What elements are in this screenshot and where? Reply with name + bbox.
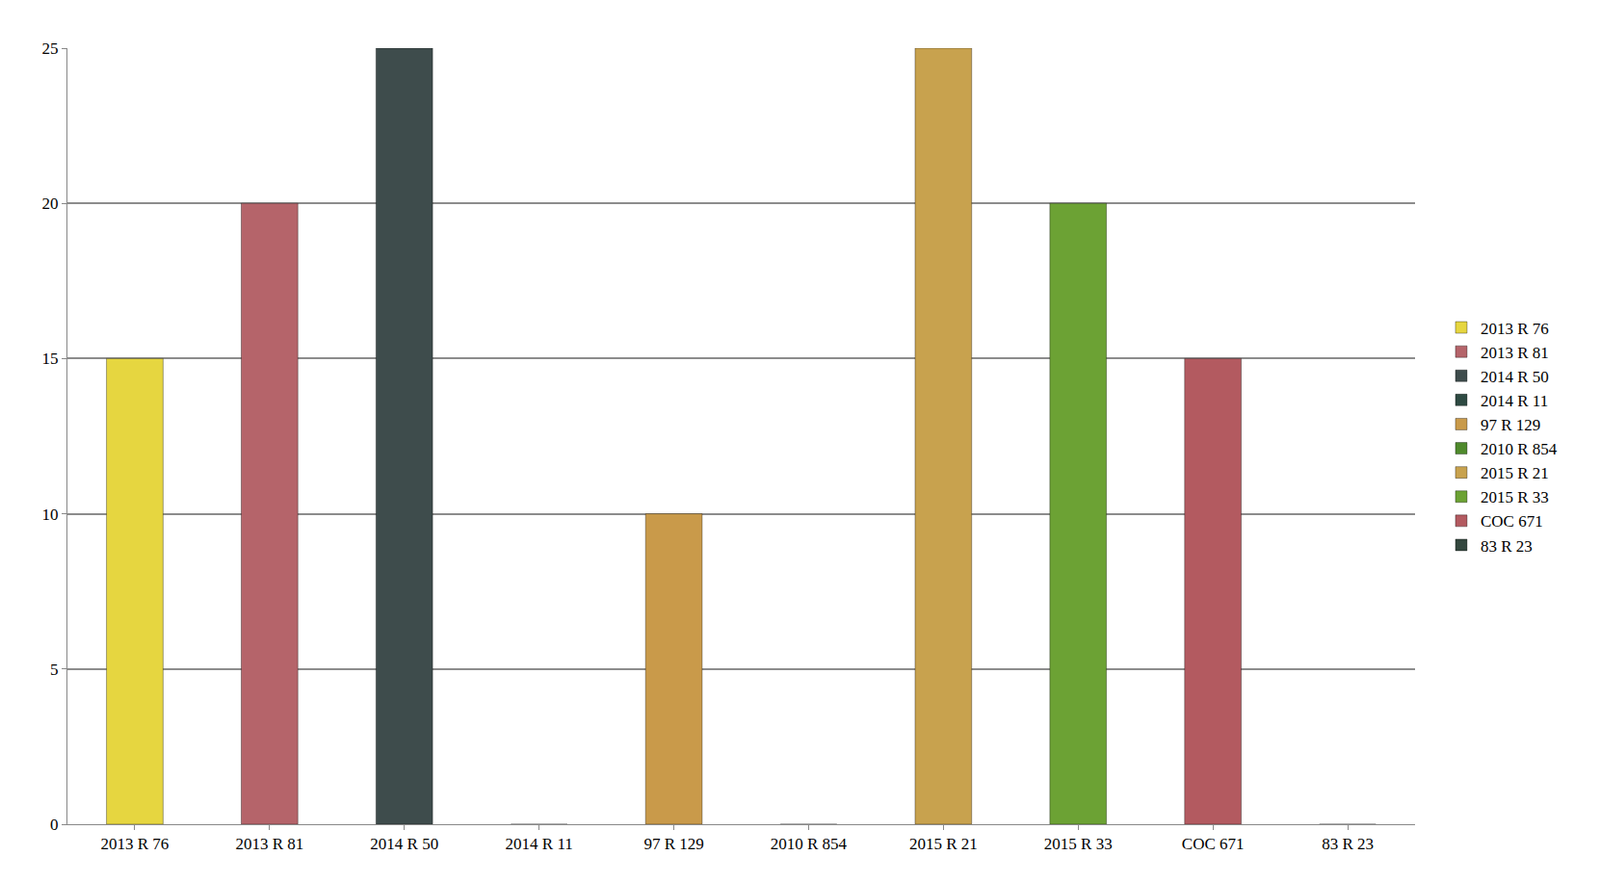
svg-text:2013 R 81: 2013 R 81 <box>1480 343 1549 363</box>
svg-text:2015 R 21: 2015 R 21 <box>1480 464 1549 483</box>
svg-text:2014 R 11: 2014 R 11 <box>505 835 574 854</box>
svg-text:2010 R 854: 2010 R 854 <box>770 835 848 854</box>
svg-text:5: 5 <box>50 660 59 680</box>
svg-text:2015 R 33: 2015 R 33 <box>1044 835 1113 854</box>
svg-text:25: 25 <box>42 39 59 58</box>
svg-text:15: 15 <box>42 349 59 368</box>
svg-text:0: 0 <box>50 815 59 835</box>
svg-text:20: 20 <box>42 194 59 213</box>
svg-text:2014 R 50: 2014 R 50 <box>369 835 439 854</box>
svg-text:2014 R 11: 2014 R 11 <box>1480 392 1548 411</box>
svg-text:COC 671: COC 671 <box>1480 512 1544 531</box>
svg-text:2014 R 50: 2014 R 50 <box>1480 367 1549 387</box>
svg-text:COC 671: COC 671 <box>1181 835 1245 854</box>
svg-text:2013 R 81: 2013 R 81 <box>235 835 304 854</box>
svg-text:2015 R 33: 2015 R 33 <box>1480 488 1549 507</box>
svg-text:2015 R 21: 2015 R 21 <box>909 835 978 854</box>
svg-text:83 R 23: 83 R 23 <box>1321 835 1374 854</box>
svg-text:2013 R 76: 2013 R 76 <box>101 835 170 854</box>
svg-text:97 R 129: 97 R 129 <box>643 835 704 854</box>
svg-text:97 R 129: 97 R 129 <box>1480 416 1541 435</box>
svg-text:10: 10 <box>42 505 59 525</box>
svg-text:2010 R 854: 2010 R 854 <box>1480 440 1558 459</box>
svg-text:83 R 23: 83 R 23 <box>1480 537 1533 556</box>
svg-text:2013 R 76: 2013 R 76 <box>1480 319 1549 339</box>
